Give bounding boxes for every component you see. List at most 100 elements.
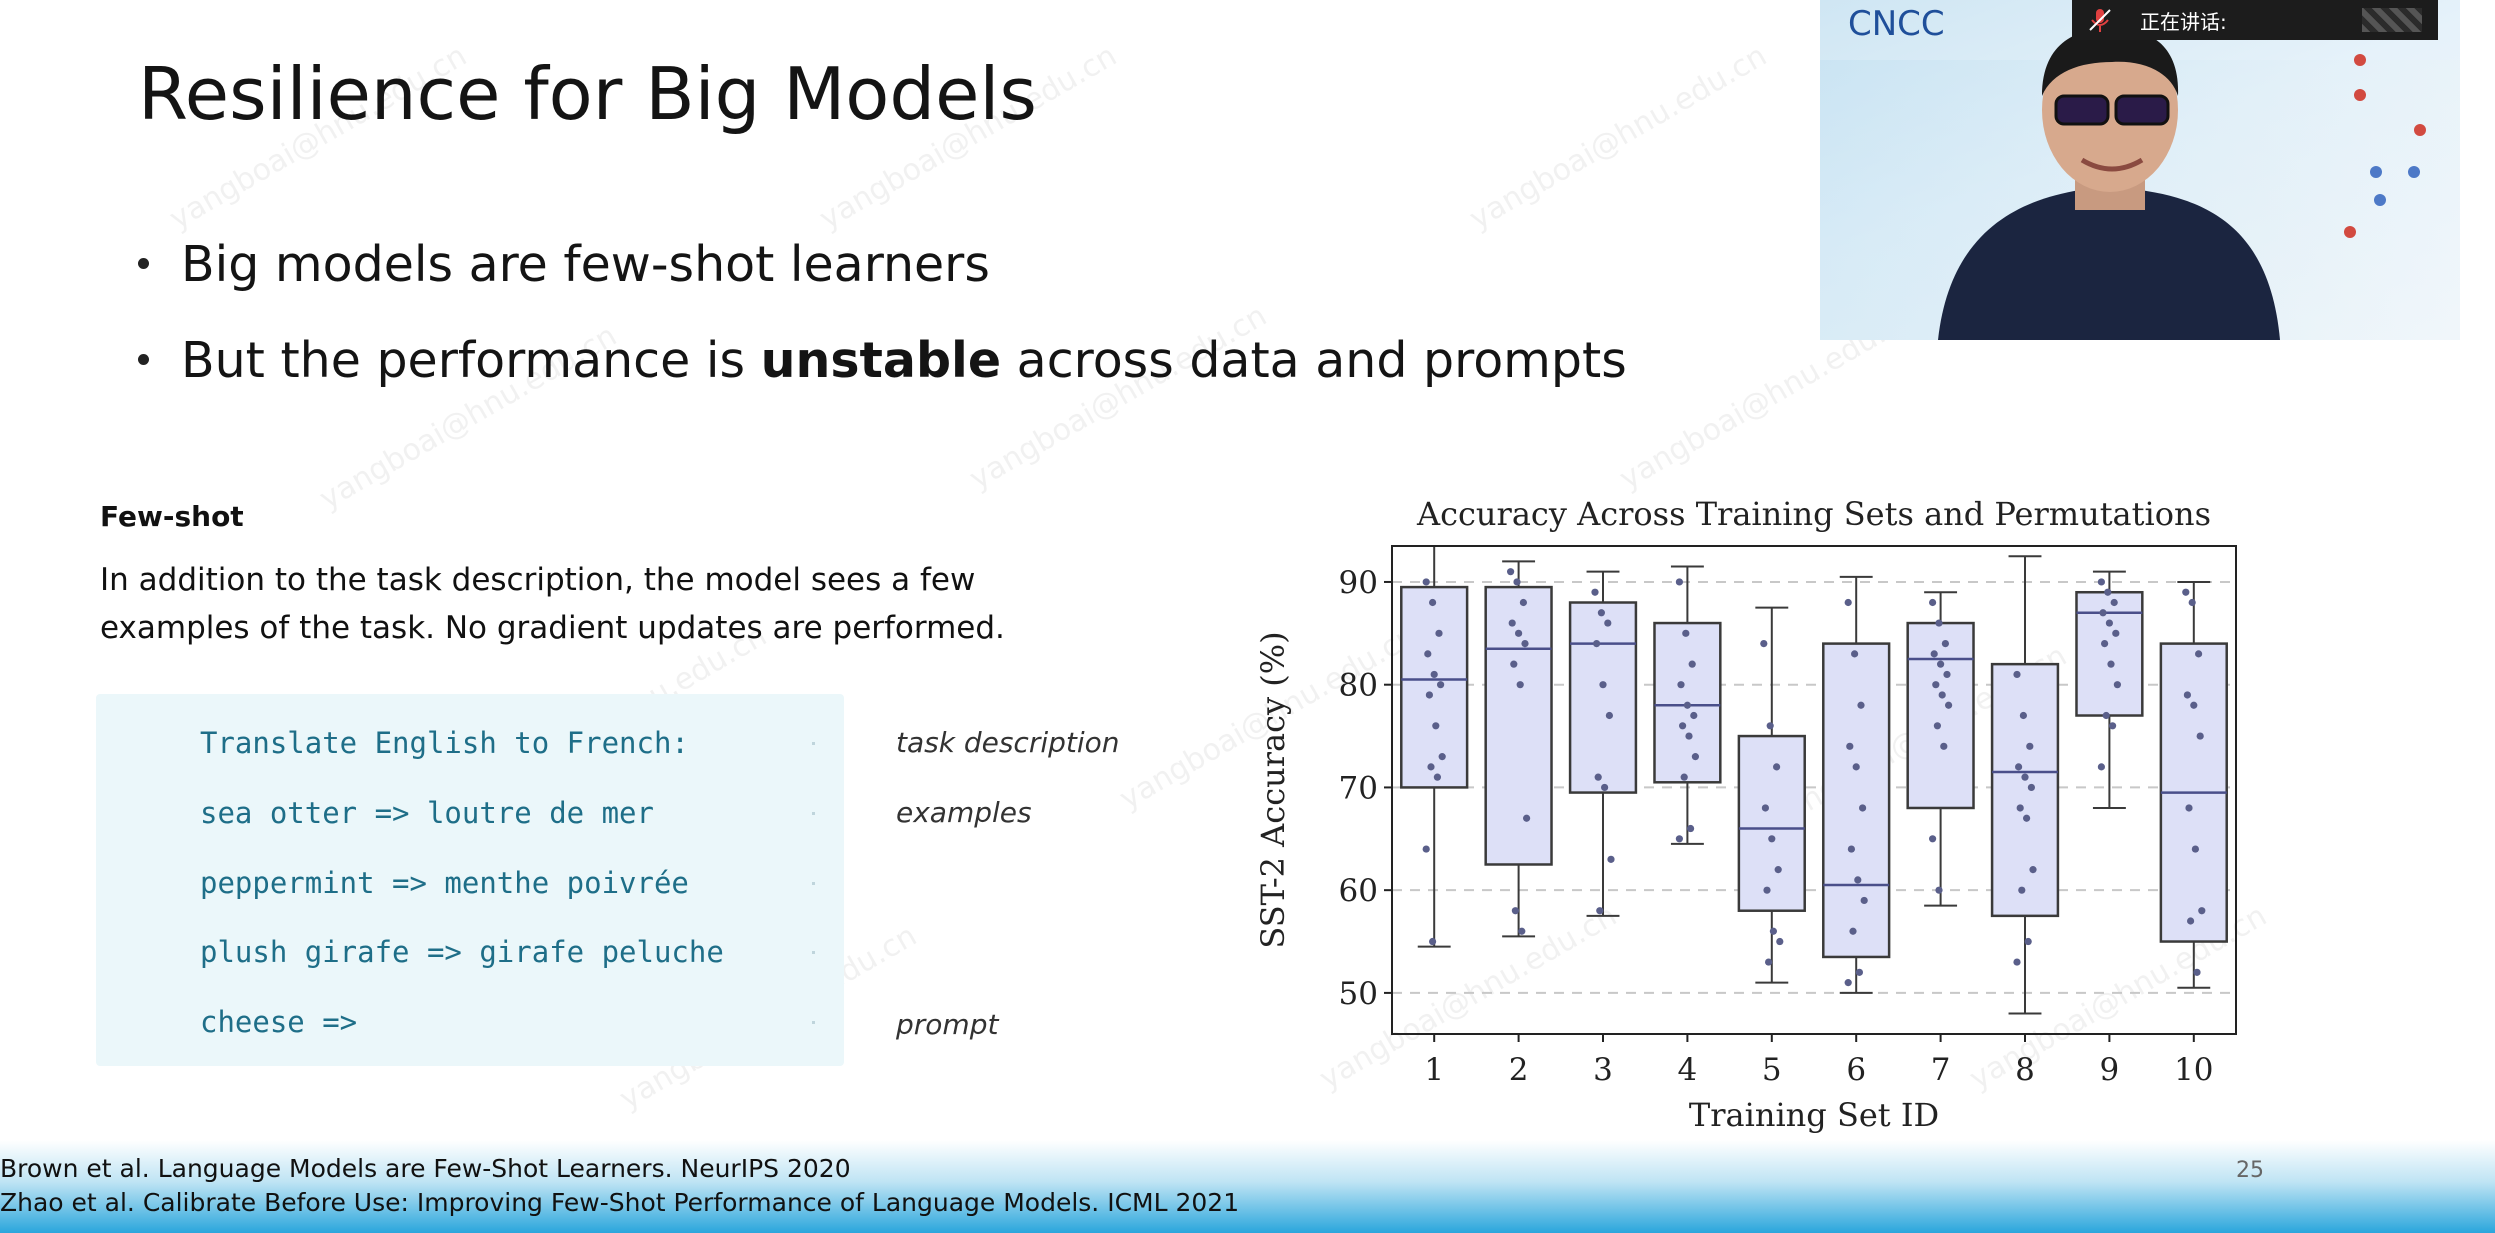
- data-point: [1776, 937, 1784, 946]
- data-point: [1515, 629, 1523, 637]
- bullet-1-text: Big models are few-shot learners: [181, 236, 990, 293]
- data-point: [1846, 742, 1854, 750]
- code-line-example-1: sea otter => loutre de mer: [200, 796, 654, 830]
- data-point: [2097, 578, 2105, 586]
- data-point: [2110, 598, 2118, 607]
- code-line-example-2: peppermint => menthe poivrée: [200, 866, 689, 900]
- data-point: [1437, 681, 1445, 689]
- data-point: [1682, 629, 1690, 637]
- data-point: [1593, 640, 1601, 648]
- data-point: [1852, 763, 1860, 771]
- data-point: [1516, 681, 1524, 689]
- data-point: [1433, 773, 1441, 781]
- data-point: [1438, 753, 1446, 761]
- data-point: [2183, 691, 2191, 699]
- footer-band: [0, 1140, 2495, 1233]
- data-point: [1854, 876, 1862, 884]
- x-tick-label: 8: [2015, 1052, 2035, 1088]
- data-point: [1929, 835, 1937, 843]
- data-point: [2101, 640, 2109, 648]
- data-point: [1430, 670, 1438, 679]
- data-point: [2023, 814, 2031, 822]
- y-tick-label: 60: [1339, 873, 1378, 909]
- data-point: [1675, 835, 1683, 843]
- chart-title: Accuracy Across Training Sets and Permut…: [1416, 495, 2211, 533]
- x-axis-label: Training Set ID: [1689, 1096, 1939, 1134]
- bullet-dot-icon: [138, 354, 149, 365]
- reference-1: Brown et al. Language Models are Few-Sho…: [0, 1154, 851, 1183]
- data-point: [1765, 958, 1773, 966]
- box-body: [1484, 585, 1553, 866]
- data-point: [1774, 866, 1782, 874]
- x-tick-label: 10: [2174, 1052, 2213, 1088]
- data-point: [1422, 578, 1430, 586]
- data-point: [1596, 907, 1604, 915]
- data-point: [1940, 742, 1948, 750]
- data-point: [1594, 773, 1602, 781]
- data-point: [1511, 907, 1519, 915]
- data-point: [1601, 783, 1609, 792]
- annotation-tick: [812, 742, 815, 745]
- data-point: [2188, 598, 2196, 607]
- data-point: [1521, 640, 1529, 648]
- data-point: [2109, 722, 2117, 730]
- box-body: [2075, 590, 2144, 717]
- data-point: [2102, 711, 2110, 720]
- data-point: [1844, 598, 1852, 607]
- data-point: [1680, 773, 1688, 781]
- x-tick-label: 9: [2100, 1052, 2120, 1088]
- data-point: [1591, 588, 1599, 596]
- code-line-example-3: plush girafe => girafe peluche: [200, 935, 724, 969]
- data-point: [1518, 927, 1526, 935]
- few-shot-heading: Few-shot: [100, 500, 244, 533]
- box-body: [1400, 585, 1469, 789]
- data-point: [2013, 958, 2021, 966]
- data-point: [1761, 804, 1769, 812]
- data-point: [1938, 691, 1946, 699]
- y-axis-label: SST-2 Accuracy (%): [1254, 631, 1292, 948]
- annotation-examples: examples: [896, 796, 1032, 829]
- x-tick-label: 1: [1424, 1052, 1444, 1088]
- muted-microphone-icon[interactable]: [2086, 6, 2114, 34]
- y-tick-label: 80: [1339, 668, 1378, 704]
- data-point: [1930, 650, 1938, 658]
- data-point: [2113, 681, 2121, 689]
- box-body: [1737, 734, 1806, 912]
- data-point: [1844, 979, 1852, 987]
- data-point: [1687, 824, 1695, 833]
- data-point: [1769, 927, 1777, 935]
- reference-2: Zhao et al. Calibrate Before Use: Improv…: [0, 1188, 1240, 1217]
- data-point: [1429, 598, 1437, 607]
- data-point: [1691, 753, 1699, 761]
- code-line-prompt: cheese =>: [200, 1005, 358, 1039]
- speaker-video-feed[interactable]: CNCC: [1820, 0, 2460, 340]
- data-point: [2191, 845, 2199, 853]
- bullet-2-emphasis: unstable: [760, 332, 1002, 389]
- bullet-dot-icon: [138, 258, 149, 269]
- data-point: [1941, 640, 1949, 648]
- data-point: [1857, 701, 1865, 709]
- data-point: [1685, 732, 1693, 740]
- data-point: [1945, 701, 1953, 709]
- accuracy-boxplot-chart: Accuracy Across Training Sets and Permut…: [1254, 495, 2237, 1134]
- data-point: [1675, 578, 1683, 586]
- data-point: [2190, 701, 2198, 709]
- slide-number: 25: [2236, 1158, 2264, 1183]
- data-point: [1860, 896, 1868, 905]
- data-point: [1507, 568, 1515, 576]
- data-point: [2195, 650, 2203, 658]
- x-tick-label: 4: [1678, 1052, 1698, 1088]
- data-point: [1849, 927, 1857, 935]
- data-point: [2013, 670, 2021, 679]
- data-point: [2112, 629, 2120, 637]
- data-point: [1425, 691, 1433, 699]
- data-point: [1760, 640, 1768, 648]
- data-point: [1422, 845, 1430, 853]
- data-point: [1508, 619, 1516, 627]
- data-point: [1768, 835, 1776, 843]
- cncc-logo: CNCC: [1848, 4, 1945, 44]
- data-point: [1683, 701, 1691, 709]
- box-body: [1568, 601, 1638, 794]
- slide-title: Resilience for Big Models: [138, 52, 1037, 136]
- data-point: [1424, 650, 1432, 658]
